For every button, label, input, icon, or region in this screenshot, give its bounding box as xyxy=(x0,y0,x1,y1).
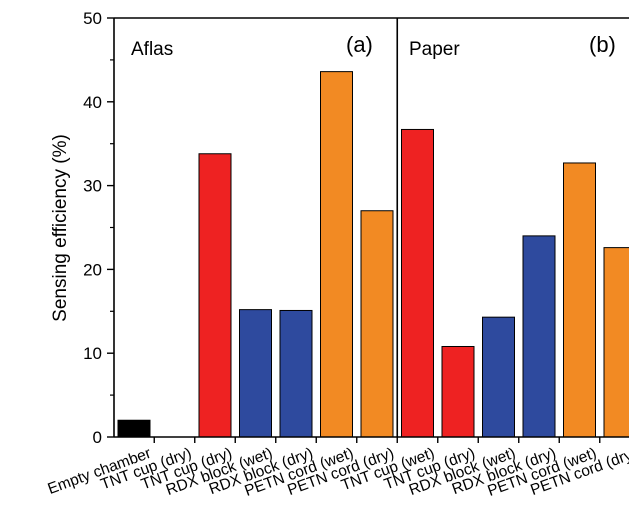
labels: Sensing efficiency (%) Aflas (a) Paper (… xyxy=(50,32,616,322)
bar-12 xyxy=(603,247,629,438)
panel-b-label: Paper xyxy=(409,39,460,60)
bars xyxy=(117,71,629,438)
panel-a-label: Aflas xyxy=(131,39,173,60)
bar-3 xyxy=(239,309,272,438)
bar-10 xyxy=(522,235,556,438)
bar-0 xyxy=(117,419,151,438)
y-axis-title: Sensing efficiency (%) xyxy=(50,134,71,322)
y-tick-label-4: 40 xyxy=(83,93,102,112)
y-tick-label-5: 50 xyxy=(83,9,102,28)
bar-11 xyxy=(563,162,596,438)
bar-4 xyxy=(279,309,313,438)
bar-8 xyxy=(441,345,475,438)
bar-9 xyxy=(482,316,515,438)
bar-5 xyxy=(320,71,353,438)
y-tick-label-2: 20 xyxy=(83,260,102,279)
panel-a-tag: (a) xyxy=(346,32,373,57)
panel-b-tag: (b) xyxy=(589,32,616,57)
y-ticks: 0 10 20 30 40 50 xyxy=(83,9,114,447)
y-tick-label-1: 10 xyxy=(83,344,102,363)
bar-2 xyxy=(198,153,232,438)
bar-7 xyxy=(401,128,434,438)
y-tick-label-0: 0 xyxy=(93,428,102,447)
bar-6 xyxy=(360,210,394,438)
y-tick-label-3: 30 xyxy=(83,177,102,196)
